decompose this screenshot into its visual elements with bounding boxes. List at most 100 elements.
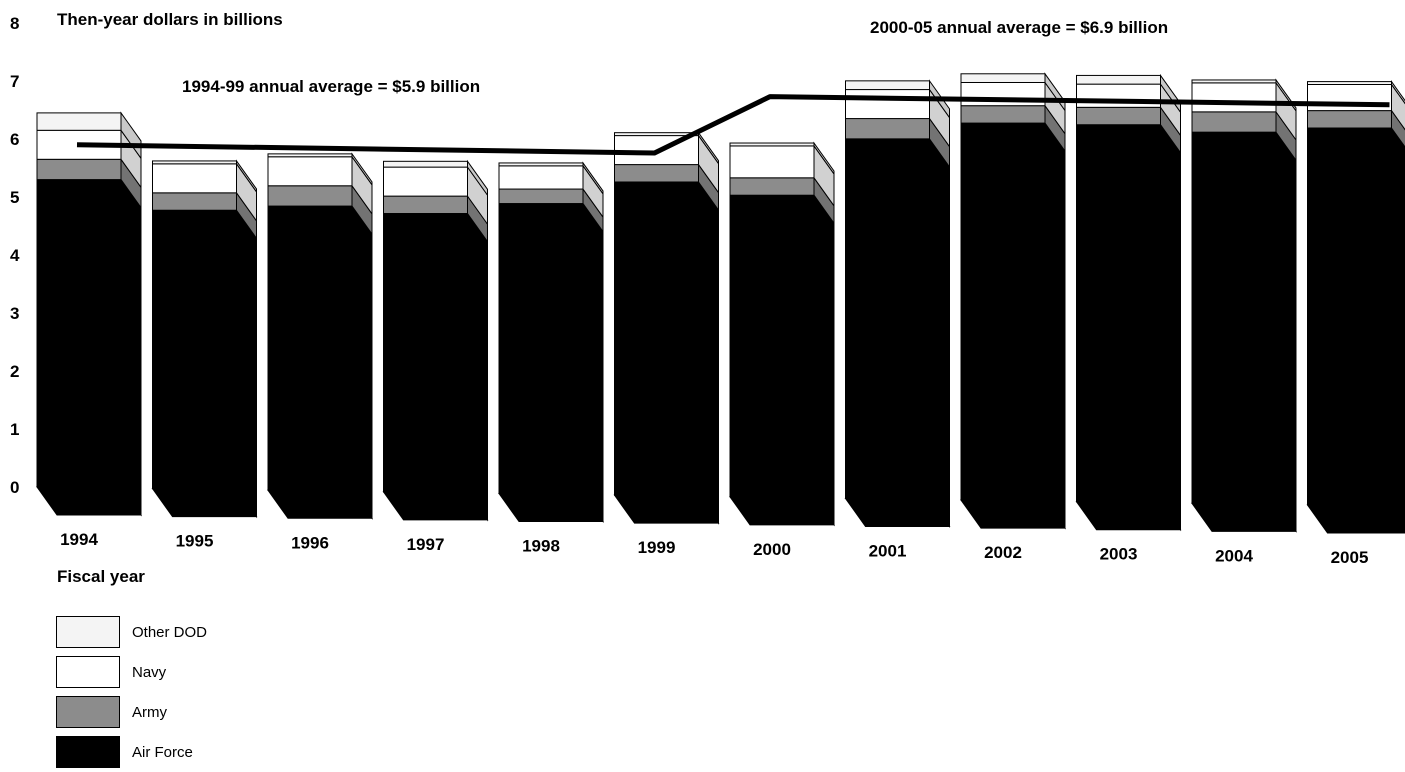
chart-title: Then-year dollars in billions [57, 10, 283, 29]
legend-swatch [56, 616, 120, 648]
y-tick-label: 6 [10, 130, 19, 149]
legend-item: Army [56, 692, 207, 732]
bar-segment [1192, 112, 1276, 132]
bar-segment [37, 113, 121, 130]
x-tick-label: 1999 [638, 538, 676, 557]
bar-segment [268, 154, 352, 157]
legend-swatch [56, 656, 120, 688]
bar-segment-side [468, 214, 488, 520]
x-tick-label: 1996 [291, 533, 329, 552]
legend-swatch [56, 736, 120, 768]
bar-segment [499, 163, 583, 166]
bar-segment-side [1392, 128, 1405, 533]
bar-segment [37, 159, 121, 179]
bar-segment-side [930, 139, 950, 527]
bar-segment [730, 143, 814, 146]
legend-label: Air Force [132, 744, 193, 761]
bar-segment [1192, 83, 1276, 112]
legend-item: Other DOD [56, 612, 207, 652]
x-tick-label: 2001 [869, 541, 907, 560]
bar-segment [499, 166, 583, 189]
bar-segment [268, 157, 352, 186]
bar-2003 [1077, 75, 1181, 529]
bar-segment [153, 193, 237, 210]
x-tick-label: 1994 [60, 530, 98, 549]
legend-label: Army [132, 704, 167, 721]
legend-swatch [56, 696, 120, 728]
legend-label: Other DOD [132, 624, 207, 641]
x-tick-label: 2002 [984, 543, 1022, 562]
bar-segment-side [583, 204, 603, 522]
bar-segment [1077, 125, 1161, 502]
bar-segment [1308, 82, 1392, 85]
bar-1995 [153, 161, 257, 517]
bar-segment [961, 74, 1045, 83]
bar-segment-side [1276, 132, 1296, 531]
bar-segment [615, 182, 699, 495]
legend: Other DOD Navy Army Air Force [56, 612, 207, 772]
y-tick-label: 2 [10, 362, 19, 381]
bar-segment [1308, 111, 1392, 128]
bar-2002 [961, 74, 1065, 528]
bar-segment [1308, 128, 1392, 505]
bar-segment [730, 178, 814, 195]
bar-segment [37, 180, 121, 487]
bar-segment [961, 123, 1045, 500]
x-tick-label: 1995 [176, 532, 214, 551]
bar-1996 [268, 154, 372, 518]
x-tick-label: 2004 [1215, 546, 1253, 565]
legend-label: Navy [132, 664, 166, 681]
legend-item: Air Force [56, 732, 207, 772]
x-tick-label: 2005 [1331, 548, 1369, 567]
bar-segment [961, 106, 1045, 123]
average-label-2000-05: 2000-05 annual average = $6.9 billion [870, 18, 1168, 37]
bar-segment [384, 196, 468, 213]
bar-segment [384, 161, 468, 167]
bars-layer [37, 74, 1405, 533]
average-label-1994-99: 1994-99 annual average = $5.9 billion [182, 77, 480, 96]
x-tick-label: 2000 [753, 540, 791, 559]
bar-segment-side [352, 206, 372, 518]
x-tick-label: 1997 [407, 535, 445, 554]
y-tick-label: 1 [10, 420, 19, 439]
y-tick-label: 5 [10, 188, 19, 207]
bar-2001 [846, 81, 950, 527]
bar-segment [153, 161, 237, 164]
bar-segment [846, 139, 930, 499]
bar-segment-side [814, 195, 834, 525]
bar-segment [153, 210, 237, 488]
chart: Then-year dollars in billions Fiscal yea… [0, 0, 1405, 610]
y-tick-label: 3 [10, 304, 19, 323]
bar-segment [268, 186, 352, 206]
bar-1994 [37, 113, 141, 515]
bar-1999 [615, 133, 719, 524]
bar-segment [384, 167, 468, 196]
x-tick-label: 2003 [1100, 545, 1138, 564]
bar-segment-side [1045, 123, 1065, 528]
bar-segment [499, 204, 583, 494]
bar-segment [1077, 107, 1161, 124]
bar-segment [730, 195, 814, 497]
bar-segment [846, 90, 930, 119]
bar-segment-side [237, 210, 257, 516]
y-tick-label: 4 [10, 246, 20, 265]
y-tick-label: 0 [10, 478, 19, 497]
bar-bottom-face [1308, 505, 1405, 533]
bar-1997 [384, 161, 488, 520]
bar-segment [499, 189, 583, 204]
bar-2004 [1192, 80, 1296, 531]
bar-segment [268, 206, 352, 490]
bar-segment [1077, 75, 1161, 84]
bar-segment [384, 214, 468, 492]
x-axis-label: Fiscal year [57, 567, 145, 586]
x-tick-label: 1998 [522, 537, 560, 556]
bar-segment-side [121, 180, 141, 515]
bar-segment [846, 119, 930, 139]
bar-segment [846, 81, 930, 90]
bar-2000 [730, 143, 834, 525]
bar-1998 [499, 163, 603, 522]
bar-segment-side [699, 182, 719, 523]
legend-item: Navy [56, 652, 207, 692]
bar-2005 [1308, 82, 1405, 533]
bar-segment [615, 165, 699, 182]
